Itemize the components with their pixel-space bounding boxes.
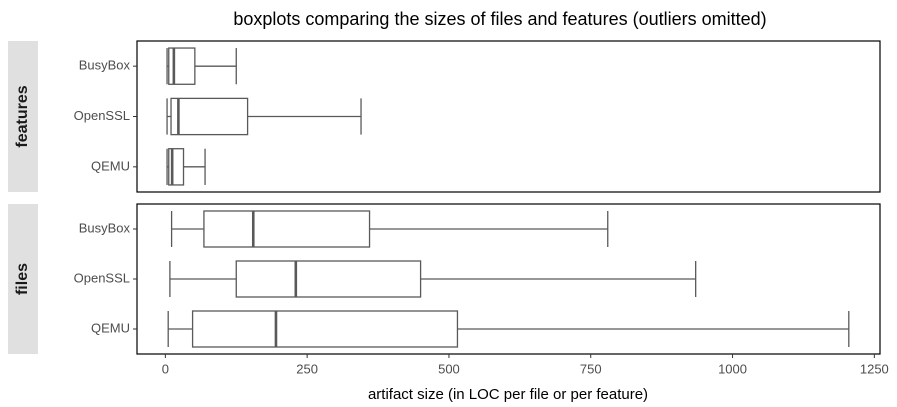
chart-title: boxplots comparing the sizes of files an… <box>233 9 766 29</box>
strip <box>8 204 38 354</box>
y-tick-label: QEMU <box>91 158 130 173</box>
x-tick-label: 1000 <box>718 361 747 376</box>
strip-label: files <box>14 263 31 295</box>
y-tick-label: OpenSSL <box>74 270 130 285</box>
x-tick-label: 1250 <box>860 361 889 376</box>
y-tick-label: QEMU <box>91 320 130 335</box>
strip <box>8 41 38 192</box>
y-tick-label: OpenSSL <box>74 108 130 123</box>
y-tick-label: BusyBox <box>79 220 131 235</box>
x-tick-label: 0 <box>162 361 169 376</box>
x-axis-title: artifact size (in LOC per file or per fe… <box>368 386 648 403</box>
box <box>235 260 422 298</box>
x-tick-label: 250 <box>296 361 318 376</box>
y-tick-label: BusyBox <box>79 58 131 73</box>
box <box>170 97 249 136</box>
x-tick-label: 750 <box>580 361 602 376</box>
x-tick-label: 500 <box>438 361 460 376</box>
strip-label: features <box>14 85 31 147</box>
box <box>203 210 371 248</box>
box <box>191 310 459 348</box>
